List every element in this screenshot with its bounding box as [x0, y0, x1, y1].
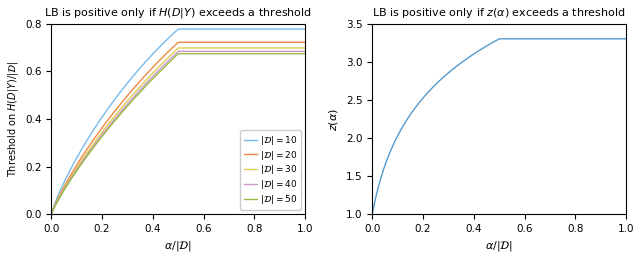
$|\mathcal{D}|=40$ [61, 187, 68, 190]
$|\mathcal{D}|=40$ [171, 53, 179, 56]
Line: $|\mathcal{D}|=40$: $|\mathcal{D}|=40$ [52, 51, 305, 213]
$|\mathcal{D}|=10$ [294, 27, 301, 31]
$|\mathcal{D}|=20$ [294, 41, 302, 44]
$|\mathcal{D}|=10$ [301, 27, 309, 31]
Y-axis label: Threshold on $H(D|Y)/|\mathcal{D}|$: Threshold on $H(D|Y)/|\mathcal{D}|$ [6, 61, 20, 177]
$|\mathcal{D}|=10$ [61, 180, 68, 183]
$|\mathcal{D}|=10$ [164, 37, 172, 40]
$|\mathcal{D}|=50$ [294, 52, 302, 55]
$|\mathcal{D}|=10$ [294, 27, 302, 31]
$|\mathcal{D}|=20$ [61, 184, 68, 187]
$|\mathcal{D}|=50$ [294, 52, 301, 55]
$|\mathcal{D}|=30$ [48, 212, 56, 215]
$|\mathcal{D}|=50$ [61, 188, 68, 191]
$|\mathcal{D}|=40$ [248, 50, 255, 53]
$|\mathcal{D}|=20$ [164, 50, 172, 53]
$|\mathcal{D}|=20$ [301, 41, 309, 44]
$|\mathcal{D}|=10$ [248, 27, 255, 31]
$|\mathcal{D}|=50$ [175, 52, 182, 55]
$|\mathcal{D}|=30$ [175, 46, 182, 49]
$|\mathcal{D}|=30$ [301, 46, 309, 49]
$|\mathcal{D}|=50$ [171, 55, 179, 59]
$|\mathcal{D}|=30$ [171, 49, 179, 53]
$|\mathcal{D}|=30$ [294, 46, 301, 49]
$|\mathcal{D}|=40$ [48, 212, 56, 215]
$|\mathcal{D}|=40$ [175, 50, 182, 53]
$|\mathcal{D}|=10$ [171, 31, 179, 34]
$|\mathcal{D}|=40$ [294, 50, 302, 53]
Legend: $|\mathcal{D}|=10$, $|\mathcal{D}|=20$, $|\mathcal{D}|=30$, $|\mathcal{D}|=40$, : $|\mathcal{D}|=10$, $|\mathcal{D}|=20$, … [240, 130, 301, 210]
Line: $|\mathcal{D}|=10$: $|\mathcal{D}|=10$ [52, 29, 305, 213]
$|\mathcal{D}|=30$ [61, 186, 68, 189]
Line: $|\mathcal{D}|=20$: $|\mathcal{D}|=20$ [52, 42, 305, 213]
$|\mathcal{D}|=30$ [294, 46, 302, 49]
$|\mathcal{D}|=40$ [301, 50, 309, 53]
$|\mathcal{D}|=20$ [294, 41, 301, 44]
$|\mathcal{D}|=40$ [164, 59, 172, 62]
Title: LB is positive only if $H(D|Y)$ exceeds a threshold: LB is positive only if $H(D|Y)$ exceeds … [44, 6, 312, 20]
Line: $|\mathcal{D}|=50$: $|\mathcal{D}|=50$ [52, 54, 305, 213]
$|\mathcal{D}|=50$ [301, 52, 309, 55]
$|\mathcal{D}|=20$ [48, 212, 56, 215]
$|\mathcal{D}|=30$ [164, 56, 172, 59]
$|\mathcal{D}|=10$ [175, 27, 182, 31]
Line: $|\mathcal{D}|=30$: $|\mathcal{D}|=30$ [52, 48, 305, 213]
$|\mathcal{D}|=20$ [248, 41, 255, 44]
$|\mathcal{D}|=20$ [171, 44, 179, 47]
$|\mathcal{D}|=50$ [248, 52, 255, 55]
$|\mathcal{D}|=50$ [48, 212, 56, 215]
$|\mathcal{D}|=40$ [294, 50, 301, 53]
X-axis label: $\alpha/|\mathcal{D}|$: $\alpha/|\mathcal{D}|$ [485, 239, 513, 254]
Title: LB is positive only if $z(\alpha)$ exceeds a threshold: LB is positive only if $z(\alpha)$ excee… [372, 5, 626, 20]
X-axis label: $\alpha/|\mathcal{D}|$: $\alpha/|\mathcal{D}|$ [164, 239, 192, 254]
$|\mathcal{D}|=20$ [175, 41, 182, 44]
$|\mathcal{D}|=10$ [48, 212, 56, 215]
$|\mathcal{D}|=30$ [248, 46, 255, 49]
$|\mathcal{D}|=50$ [164, 62, 172, 65]
Y-axis label: $z(\alpha)$: $z(\alpha)$ [328, 107, 340, 131]
